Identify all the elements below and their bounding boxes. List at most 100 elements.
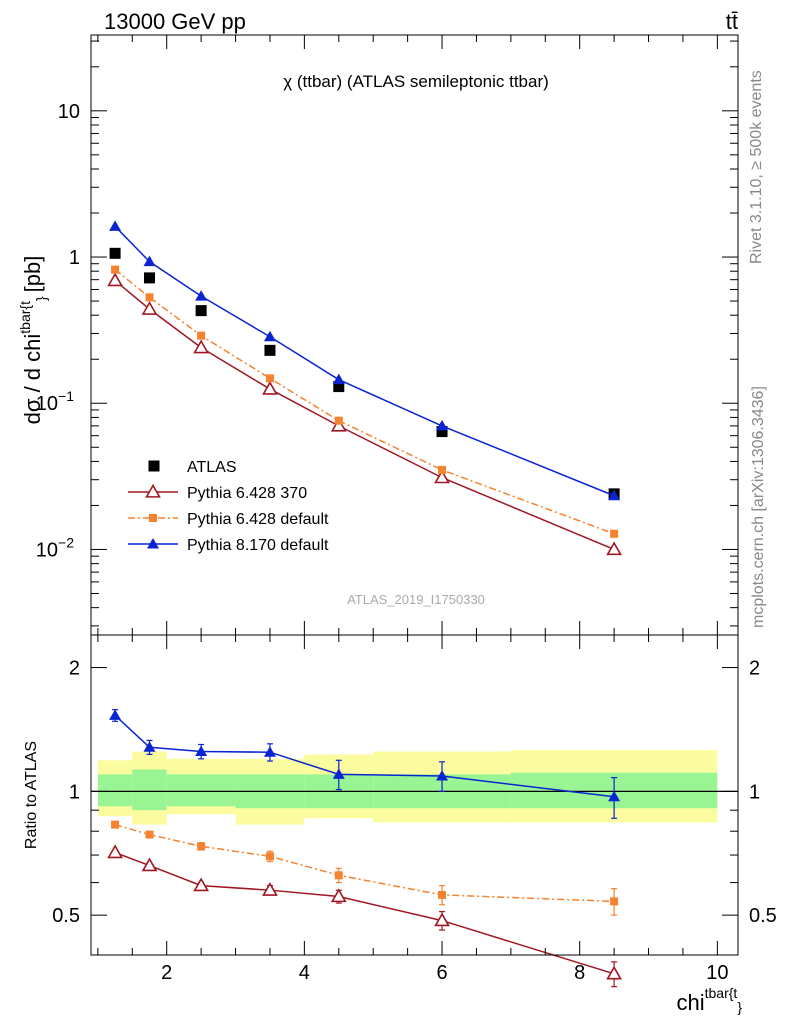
ratio-point-2-3 [263, 746, 276, 757]
rivet-label: Rivet 3.1.10, ≥ 500k events [748, 70, 765, 264]
legend-marker-0 [148, 460, 160, 472]
ratio-bands [91, 750, 738, 825]
ratio-point-2-0 [109, 709, 122, 720]
ratio-point-0-3 [262, 882, 278, 896]
xlabel-sub: } [737, 999, 742, 1015]
x-axis-label: chitbar{t} [676, 985, 742, 1015]
main-point-3-4 [332, 373, 345, 385]
ylabel-unit: [pb] [20, 256, 45, 293]
main-series-3 [109, 220, 621, 501]
legend-label-1: Pythia 6.428 370 [187, 485, 307, 502]
ratio-y-tick-label-right: 1 [749, 781, 760, 803]
ratio-point-2-1 [143, 741, 156, 752]
energy-label: 13000 GeV pp [104, 9, 246, 34]
main-point-1-4 [330, 417, 347, 432]
main-series-line-1 [114, 280, 615, 551]
main-series-line-3 [114, 225, 615, 497]
main-point-3-3 [263, 330, 276, 342]
legend-marker-2 [149, 514, 157, 522]
y-tick-base: 10 [36, 539, 58, 561]
main-series-2 [111, 265, 619, 538]
ratio-point-1-6 [610, 897, 619, 906]
xlabel-sup: tbar{t [705, 985, 738, 1001]
ratio-point-0-4 [330, 888, 347, 903]
ratio-point-1-0 [111, 820, 120, 829]
xlabel-main: chi [676, 990, 704, 1015]
ratio-point-2-6 [608, 790, 621, 802]
ratio-point-0-1 [141, 857, 158, 872]
main-y-tick-label: 1 [69, 247, 80, 269]
ratio-frame [90, 634, 739, 956]
ylabel-sup: tbar{t [17, 301, 33, 334]
x-tick-label: 4 [299, 962, 310, 984]
main-point-1-3 [262, 380, 278, 395]
main-y-axis-label: dσ / d chitbar{t} [pb] [17, 256, 49, 425]
ratio-point-0-2 [193, 877, 210, 892]
legend-label-0: ATLAS [187, 459, 237, 476]
x-tick-label: 2 [161, 962, 172, 984]
ylabel-main: dσ / d chi [20, 334, 45, 425]
ratio-panel: 2 4 6 8 10 0.5 0.5 1 1 2 2 Ratio to ATLAS chitbar{… [23, 634, 777, 1015]
legend: ATLAS Pythia 6.428 370 Pythia 6.428 defaul… [128, 459, 329, 554]
y-tick-base: 10 [36, 393, 58, 415]
ratio-point-2-2 [195, 745, 208, 757]
ratio-y-tick-label-right: 0.5 [749, 905, 777, 927]
main-point-3-1 [143, 255, 156, 267]
x-tick-label: 6 [436, 962, 447, 984]
svg-text:dσ / d chitbar{t}[pb]: dσ / d chitbar{t} [pb] [17, 256, 49, 425]
ratio-point-0-0 [107, 844, 123, 859]
main-point-1-5 [434, 469, 450, 484]
ratio-point-1-3 [265, 852, 274, 861]
ratio-y-tick-label-right: 2 [749, 658, 760, 680]
ratio-point-0-6 [606, 965, 622, 980]
main-point-2-0 [111, 265, 120, 274]
ratio-point-1-2 [197, 842, 206, 851]
main-y-tick-label: 10 [58, 101, 80, 123]
main-point-2-6 [610, 529, 619, 538]
main-point-1-6 [606, 541, 622, 556]
x-tick-label: 8 [574, 962, 585, 984]
ratio-series-1 [111, 820, 619, 916]
ratio-axes: 2 4 6 8 10 0.5 0.5 1 1 2 2 [52, 634, 777, 984]
ratio-point-1-5 [438, 890, 447, 899]
main-point-0-3 [264, 344, 276, 356]
main-point-1-0 [107, 272, 123, 287]
main-panel: χ (ttbar) (ATLAS semileptonic ttbar) ATL… [17, 34, 739, 636]
analysis-watermark: ATLAS_2019_I1750330 [347, 592, 485, 607]
legend-marker-1 [145, 483, 161, 498]
main-point-1-1 [141, 301, 158, 315]
ratio-y-tick-label: 0.5 [52, 905, 80, 927]
ylabel-sub: } [33, 296, 49, 301]
main-point-3-5 [436, 419, 449, 431]
main-point-0-1 [144, 272, 156, 284]
plot-title: χ (ttbar) (ATLAS semileptonic ttbar) [283, 72, 549, 91]
y-tick-exponent: −1 [58, 388, 74, 404]
y-tick-exponent: −2 [58, 534, 74, 550]
ratio-series-layer [107, 709, 622, 988]
main-point-3-2 [195, 290, 208, 301]
process-label: tt̄ [726, 9, 738, 34]
inner-band-0 [97, 774, 133, 807]
svg-text:chitbar{t}: chitbar{t} [676, 985, 742, 1015]
legend-label-2: Pythia 6.428 default [187, 511, 329, 528]
ratio-point-0-5 [434, 912, 450, 927]
inner-band-1 [132, 769, 167, 811]
ratio-series-line-0 [114, 851, 615, 975]
main-point-3-6 [608, 489, 621, 501]
main-point-0-5 [436, 426, 448, 438]
ratio-point-1-4 [334, 871, 343, 880]
ratio-point-2-4 [332, 768, 345, 779]
main-point-0-0 [109, 247, 121, 259]
main-point-3-0 [109, 220, 122, 231]
ratio-series-line-1 [114, 823, 615, 903]
main-series-1 [107, 272, 622, 556]
main-point-2-3 [265, 374, 274, 383]
ratio-y-tick-label: 1 [69, 781, 80, 803]
inner-band-2 [166, 774, 236, 807]
ratio-point-1-1 [145, 830, 154, 839]
main-point-2-4 [334, 416, 343, 425]
main-point-2-2 [197, 331, 206, 340]
legend-marker-3 [147, 538, 159, 549]
